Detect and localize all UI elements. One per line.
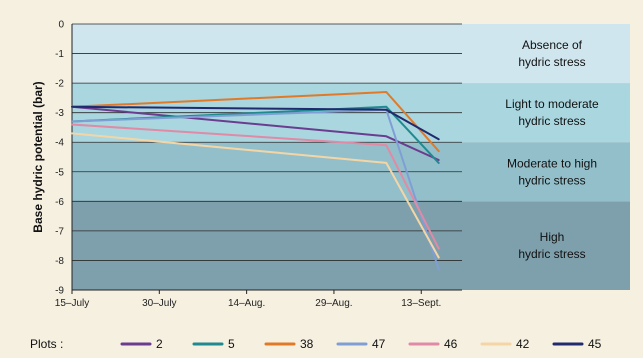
zone-labels: Absence of hydric stress Light to moderate…: [505, 38, 599, 261]
x-tick-label-1: 30–July: [142, 298, 176, 309]
y-tick-label-7: -7: [55, 226, 64, 237]
series-line-42: [71, 132, 440, 259]
zone-label-1-line-0: Light to moderate: [505, 97, 599, 111]
y-axis-title: Base hydric potential (bar): [31, 81, 45, 232]
y-tick-label-8: -8: [55, 256, 64, 267]
zone-label-3-line-1: hydric stress: [518, 247, 585, 261]
x-tick-label-0: 15–July: [55, 298, 89, 309]
zone-band-3: [72, 201, 630, 290]
zone-label-0-line-0: Absence of: [522, 38, 583, 52]
legend-label-2: 2: [156, 337, 163, 351]
series-lines: [71, 91, 440, 271]
x-tick-label-2: 14–Aug.: [228, 298, 265, 309]
zone-label-3-line-0: High: [540, 230, 565, 244]
series-line-38: [71, 91, 440, 153]
y-tick-label-2: -2: [55, 79, 64, 90]
x-tick-label-4: 13–Sept.: [401, 298, 441, 309]
y-tick-label-1: -1: [55, 49, 64, 60]
x-tick-label-3: 29–Aug.: [315, 298, 352, 309]
legend-label-38: 38: [300, 337, 314, 351]
legend-label-42: 42: [516, 337, 530, 351]
y-tick-label-6: -6: [55, 197, 64, 208]
y-tick-label-0: 0: [58, 20, 64, 31]
legend-title: Plots :: [30, 337, 63, 351]
series-line-46: [71, 123, 440, 250]
y-tick-label-5: -5: [55, 167, 64, 178]
legend: Plots : 2 5 38 47 46 42 45: [30, 337, 602, 351]
legend-label-45: 45: [588, 337, 602, 351]
y-tick-label-3: -3: [55, 108, 64, 119]
y-tick-label-9: -9: [55, 286, 64, 297]
zone-label-1-line-1: hydric stress: [518, 114, 585, 128]
series-line-45: [71, 105, 440, 141]
legend-label-46: 46: [444, 337, 458, 351]
legend-label-5: 5: [228, 337, 235, 351]
zone-label-2-line-0: Moderate to high: [507, 156, 597, 170]
zone-label-0-line-1: hydric stress: [518, 55, 585, 69]
legend-label-47: 47: [372, 337, 386, 351]
axes: 0 -1 -2 -3 -4 -5 -6 -7 -8 -915–July 30–July 14–Aug.…: [55, 20, 462, 309]
zone-label-2-line-1: hydric stress: [518, 173, 585, 187]
y-tick-label-4: -4: [55, 138, 64, 149]
